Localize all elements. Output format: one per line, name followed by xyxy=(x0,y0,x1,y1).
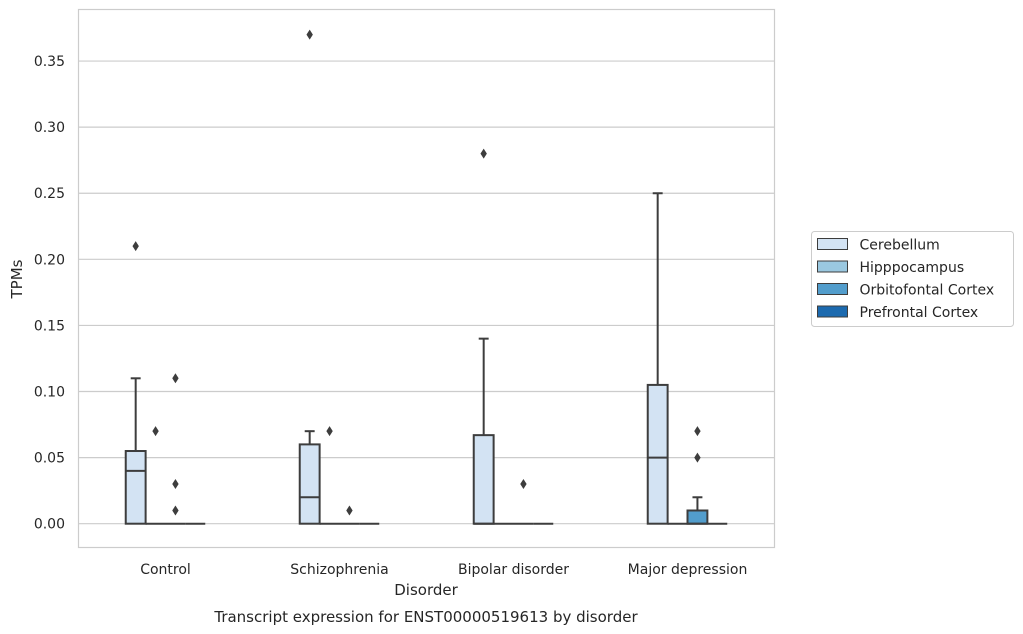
y-tick-label: 0.00 xyxy=(34,517,65,533)
legend-label: Prefrontal Cortex xyxy=(860,305,979,321)
box-body xyxy=(686,509,709,525)
box-hipppocampus xyxy=(145,426,166,525)
box-plot-area xyxy=(124,29,728,525)
box-hipppocampus xyxy=(319,426,340,525)
y-tick-label: 0.10 xyxy=(34,385,65,401)
chart-caption: Transcript expression for ENST0000051961… xyxy=(213,608,638,626)
x-tick-label: Schizophrenia xyxy=(290,562,388,578)
box-orbitofontal-cortex xyxy=(686,426,709,525)
legend-swatch xyxy=(817,260,848,273)
legend-label: Cerebellum xyxy=(860,238,940,254)
box-body xyxy=(298,443,321,525)
y-tick-label: 0.35 xyxy=(34,54,65,70)
x-tick-label: Bipolar disorder xyxy=(458,562,569,578)
legend-swatch xyxy=(817,283,848,295)
outlier-point xyxy=(172,505,179,516)
legend-swatch xyxy=(817,305,848,318)
box-orbitofontal-cortex xyxy=(165,373,186,525)
y-tick-label: 0.20 xyxy=(34,252,65,268)
legend-item: Prefrontal Cortex xyxy=(817,305,979,321)
legend-frame xyxy=(811,231,1014,327)
legend-label: Hipppocampus xyxy=(860,260,965,276)
outlier-point xyxy=(172,373,179,384)
outlier-point xyxy=(152,426,159,437)
legend: Cerebellum Hipppocampus Orbitofontal Corte… xyxy=(811,231,1014,327)
outlier-point xyxy=(346,505,353,516)
y-tick-label: 0.15 xyxy=(34,318,65,334)
box-orbitofontal-cortex xyxy=(339,505,360,525)
outlier-point xyxy=(306,29,313,40)
legend-swatch xyxy=(817,238,848,250)
y-tick-label: 0.05 xyxy=(34,451,65,467)
box-orbitofontal-cortex xyxy=(513,479,534,525)
legend-item: Cerebellum xyxy=(817,238,940,254)
box-cerebellum xyxy=(298,29,321,525)
y-axis-ticks: 0.00 0.05 0.10 0.15 0.20 0.25 0.30 0.35 xyxy=(34,54,65,533)
y-tick-label: 0.30 xyxy=(34,120,65,136)
outlier-point xyxy=(480,148,487,159)
box-cerebellum xyxy=(472,148,495,525)
legend-item: Orbitofontal Cortex xyxy=(817,283,995,299)
plot-frame xyxy=(77,8,776,549)
y-tick-label: 0.25 xyxy=(34,186,65,202)
box-cerebellum xyxy=(646,192,669,525)
x-tick-label: Major depression xyxy=(628,562,748,578)
box-body xyxy=(124,450,147,525)
legend-item: Hipppocampus xyxy=(817,260,965,276)
legend-label: Orbitofontal Cortex xyxy=(860,283,995,299)
outlier-point xyxy=(132,241,139,252)
x-axis-ticks: Control Schizophrenia Bipolar disorder Majo… xyxy=(140,562,747,578)
y-axis-label: TPMs xyxy=(8,259,26,299)
box-cerebellum xyxy=(124,241,147,525)
outlier-point xyxy=(520,479,527,490)
grid-lines xyxy=(78,60,775,525)
x-tick-label: Control xyxy=(140,562,191,578)
box-body xyxy=(646,383,669,525)
x-axis-label: Disorder xyxy=(394,581,458,599)
outlier-point xyxy=(172,479,179,490)
outlier-point xyxy=(326,426,333,437)
outlier-point xyxy=(694,452,701,463)
outlier-point xyxy=(694,426,701,437)
box-body xyxy=(472,434,495,525)
